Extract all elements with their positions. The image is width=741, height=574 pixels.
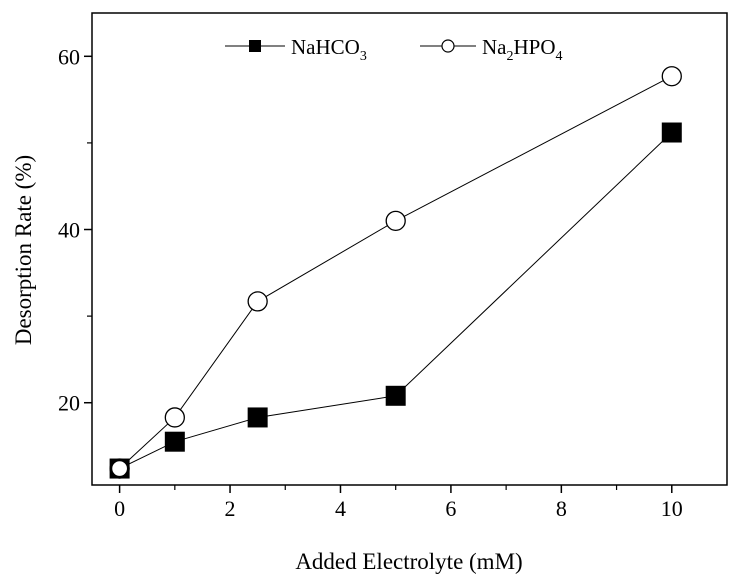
data-point-square (385, 385, 406, 406)
legend-item-nahco3: NaHCO3 (225, 35, 367, 64)
x-tick-label: 4 (335, 496, 346, 521)
x-tick-label: 6 (445, 496, 456, 521)
x-tick-label: 2 (225, 496, 236, 521)
plot-frame (91, 12, 728, 486)
y-tick-label: 60 (58, 44, 80, 69)
data-point-square (164, 431, 185, 452)
x-tick-label: 8 (556, 496, 567, 521)
data-point-circle (661, 66, 682, 87)
x-tick-label: 0 (114, 496, 125, 521)
x-axis-title: Added Electrolyte (mM) (295, 549, 522, 574)
data-point-square (661, 122, 682, 143)
y-axis-title: Desorption Rate (%) (11, 155, 36, 345)
data-point-square (247, 407, 268, 428)
legend-marker-filled-square (249, 40, 261, 52)
data-point-circle (385, 210, 406, 232)
axis-ticks: 0 2 4 6 8 10 20 40 60 (58, 44, 683, 521)
data-point-circle (164, 407, 185, 428)
series-layer (109, 66, 682, 479)
data-point-circle-overlap (110, 459, 129, 478)
legend-label-nahco3: NaHCO3 (291, 35, 367, 64)
series-line-1 (119, 75, 673, 469)
legend-label-na2hpo4: Na2HPO4 (482, 35, 563, 64)
y-tick-label: 20 (58, 391, 80, 416)
legend-marker-open-circle (441, 39, 455, 53)
y-tick-label: 40 (58, 218, 80, 243)
data-point-circle (247, 291, 268, 312)
x-tick-label: 10 (661, 496, 683, 521)
legend-item-na2hpo4: Na2HPO4 (420, 35, 563, 64)
series-line-0 (119, 132, 673, 469)
legend: NaHCO3 Na2HPO4 (225, 35, 563, 64)
